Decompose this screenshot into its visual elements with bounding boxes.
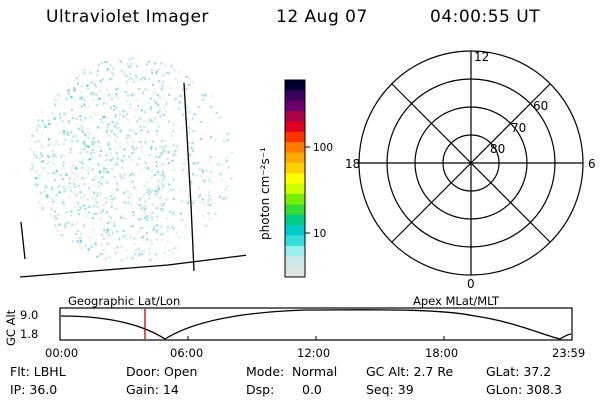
glat-info: GLat: 37.2 bbox=[486, 364, 552, 379]
gc-alt-tick-low: 1.8 bbox=[20, 327, 39, 341]
time-tick-2359: 23:59 bbox=[552, 346, 586, 360]
altitude-plot-frame bbox=[59, 307, 573, 341]
filter-info: Flt: LBHL bbox=[10, 364, 66, 379]
app-title: Ultraviolet Imager bbox=[46, 7, 209, 27]
lat-label-60: 60 bbox=[533, 99, 548, 113]
colorbar-band bbox=[285, 204, 305, 216]
colorbar-band bbox=[285, 194, 305, 205]
ip-info: IP: 36.0 bbox=[10, 382, 58, 397]
date-label: 12 Aug 07 bbox=[276, 7, 368, 27]
mode-info-label: Mode: bbox=[246, 364, 285, 379]
time-label: 04:00:55 UT bbox=[430, 7, 541, 27]
time-tick-1200: 12:00 bbox=[297, 346, 331, 360]
glon-info: GLon: 308.3 bbox=[486, 382, 562, 397]
colorbar-gradient bbox=[285, 80, 305, 278]
colorbar: 100 10 bbox=[284, 79, 333, 278]
colorbar-band bbox=[285, 235, 305, 247]
colorbar-band bbox=[285, 245, 305, 257]
mlt-label-18: 18 bbox=[345, 157, 360, 171]
mode-info-value: Normal bbox=[292, 364, 338, 379]
colorbar-band bbox=[285, 225, 305, 237]
colorbar-band bbox=[285, 80, 305, 91]
mlt-label-12: 12 bbox=[474, 50, 489, 64]
time-tick-0000: 00:00 bbox=[45, 346, 79, 360]
seq-info: Seq: 39 bbox=[366, 382, 414, 397]
mlt-label-0: 0 bbox=[467, 277, 475, 290]
door-info: Door: Open bbox=[126, 364, 198, 379]
colorbar-band bbox=[285, 111, 305, 122]
polar-diagonal-2 bbox=[391, 83, 551, 243]
colorbar-band bbox=[285, 152, 305, 164]
polar-mlt-plot: 12 18 6 0 60 70 80 bbox=[345, 50, 596, 290]
colorbar-band bbox=[285, 214, 305, 226]
colorbar-band bbox=[285, 162, 305, 174]
mlt-label-6: 6 bbox=[588, 157, 596, 171]
gc-altitude-plot bbox=[59, 307, 573, 341]
altitude-curve bbox=[60, 309, 572, 340]
meridian-line-left bbox=[20, 221, 26, 260]
dsp-info-label: Dsp: bbox=[246, 382, 275, 397]
colorbar-band bbox=[285, 90, 305, 102]
meridian-line bbox=[183, 82, 195, 272]
gc-alt-tick-high: 9.0 bbox=[20, 308, 39, 322]
gain-info: Gain: 14 bbox=[126, 382, 179, 397]
time-tick-1800: 18:00 bbox=[425, 346, 459, 360]
dsp-info-value: 0.0 bbox=[302, 382, 322, 397]
colorbar-band bbox=[285, 173, 305, 185]
latitude-line bbox=[19, 254, 246, 278]
lat-label-70: 70 bbox=[511, 121, 526, 135]
geographic-image-panel bbox=[19, 57, 246, 278]
gc-alt-axis-label: GC Alt bbox=[4, 309, 18, 346]
colorbar-band bbox=[285, 266, 305, 278]
colorbar-band bbox=[285, 183, 305, 195]
colorbar-tick-label-100: 100 bbox=[313, 142, 333, 154]
time-tick-0600: 06:00 bbox=[170, 346, 204, 360]
colorbar-band bbox=[285, 121, 305, 133]
colorbar-band bbox=[285, 131, 305, 143]
colorbar-unit-label: photon cm⁻²s⁻¹ bbox=[258, 147, 272, 240]
colorbar-band bbox=[285, 256, 305, 268]
colorbar-band bbox=[285, 100, 305, 112]
apex-mlat-mlt-label: Apex MLat/MLT bbox=[413, 294, 500, 308]
lat-label-80: 80 bbox=[490, 142, 505, 156]
gc-alt-info: GC Alt: 2.7 Re bbox=[366, 364, 454, 379]
colorbar-band bbox=[285, 142, 305, 154]
geographic-lat-lon-label: Geographic Lat/Lon bbox=[68, 294, 181, 308]
aurora-emission-speckles bbox=[29, 57, 234, 263]
colorbar-tick-label-10: 10 bbox=[313, 228, 326, 240]
